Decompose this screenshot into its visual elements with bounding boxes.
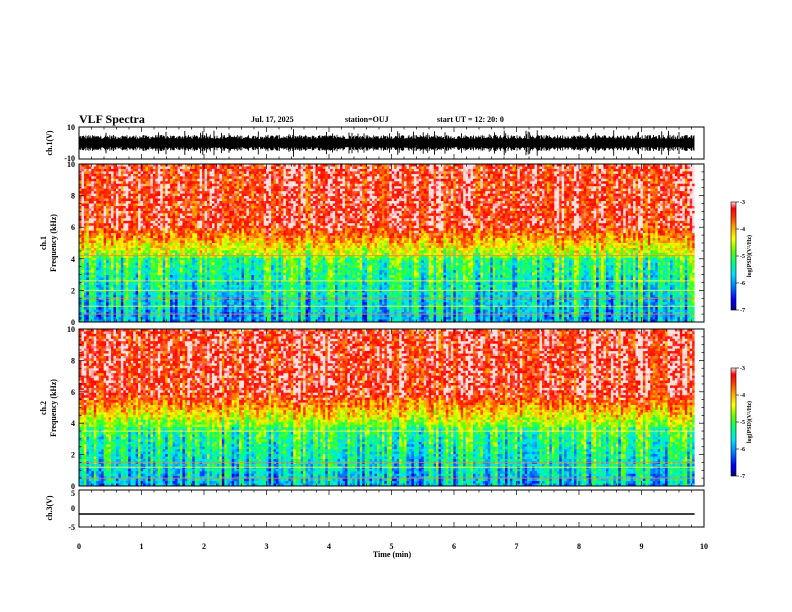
ch2-spectrogram-image (79, 329, 704, 487)
time-axis-label: Time (min) (373, 550, 412, 559)
time-tick-label: 2 (202, 542, 206, 551)
ch1-spectrogram-image (79, 164, 704, 323)
header-station: station=OUJ (345, 115, 389, 124)
time-tick-label: 7 (515, 542, 519, 551)
colorbar-tick-label: -6 (740, 447, 745, 453)
time-tick-label: 1 (140, 542, 144, 551)
ch2-colorbar-ticks: -3 -4 -5 -6 -7 (736, 366, 745, 480)
time-tick-label: 0 (77, 542, 81, 551)
spectrogram-ytick-label: 2 (71, 286, 75, 295)
ch1-colorbar-gradient (730, 201, 737, 311)
ch1-waveform-panel: 10 -10 ch.1(V) (45, 123, 705, 163)
ch1-waveform-trace (78, 129, 695, 157)
ch1-spectrogram-ytick-labels: 0 2 4 6 8 10 (67, 160, 75, 327)
ch1-waveform-ylabel: ch.1(V) (45, 130, 54, 155)
colorbar-tick-label: -7 (740, 308, 745, 314)
ch1-colorbar: -3 -4 -5 -6 -7 log(PSD)(V²/Hz) (730, 200, 753, 314)
ch1-spectrogram-ylabel-channel: ch.1 (39, 236, 48, 250)
spectrogram-ytick-label: 0 (71, 318, 75, 327)
colorbar-tick-label: -3 (740, 366, 745, 372)
ch1-spectrogram-ticks (78, 163, 705, 323)
ch3-ytick-neg5: -5 (68, 523, 75, 532)
spectrogram-ytick-label: 6 (71, 388, 75, 397)
colorbar-tick-label: -3 (740, 200, 745, 206)
ch1-waveform-envelope (78, 129, 695, 157)
spectrogram-ytick-label: 10 (67, 325, 75, 334)
ch1-waveform-ticks (78, 127, 705, 159)
colorbar-tick-label: -6 (740, 281, 745, 287)
ch1-colorbar-label: log(PSD)(V²/Hz) (746, 235, 753, 277)
ch3-waveform-panel: 5 0 -5 ch.3(V) (45, 489, 705, 532)
colorbar-tick-label: -4 (740, 393, 745, 399)
ch2-colorbar: -3 -4 -5 -6 -7 log(PSD)(V²/Hz) (730, 366, 753, 480)
spectrogram-ytick-label: 8 (71, 192, 75, 201)
ch3-ytick-5: 5 (71, 489, 75, 498)
colorbar-tick-label: -5 (740, 254, 745, 260)
time-tick-label: 9 (640, 542, 644, 551)
time-tick-label: 5 (390, 542, 394, 551)
ch3-waveform-frame (78, 489, 705, 528)
colorbar-tick-label: -4 (740, 227, 745, 233)
time-axis-tick-labels: 0 1 2 3 4 5 6 7 8 9 10 (77, 542, 708, 551)
ch1-colorbar-ticks: -3 -4 -5 -6 -7 (736, 200, 745, 314)
colorbar-tick-label: -7 (740, 474, 745, 480)
figure-title: VLF Spectra (79, 112, 145, 126)
spectrogram-ytick-label: 0 (71, 482, 75, 491)
time-tick-label: 3 (265, 542, 269, 551)
ch2-colorbar-gradient (730, 367, 737, 477)
ch3-waveform-ylabel: ch.3(V) (45, 495, 54, 520)
spectrogram-ytick-label: 2 (71, 451, 75, 460)
time-tick-label: 10 (700, 542, 708, 551)
ch2-spectrogram-panel: 0 2 4 6 8 10 ch.2 Frequency (kHz) (39, 325, 705, 491)
ch2-spectrogram-ytick-labels: 0 2 4 6 8 10 (67, 325, 75, 491)
ch2-spectrogram-ticks (78, 328, 705, 487)
colorbar-tick-label: -5 (740, 420, 745, 426)
ch1-ytick-neg10: -10 (64, 154, 75, 163)
ch2-colorbar-label: log(PSD)(V²/Hz) (746, 401, 753, 443)
header-date: Jul. 17, 2025 (251, 115, 294, 124)
time-tick-label: 4 (327, 542, 331, 551)
spectrogram-ytick-label: 6 (71, 223, 75, 232)
ch1-spectrogram-ylabel-freq: Frequency (kHz) (49, 214, 58, 272)
ch3-waveform-ticks (78, 490, 705, 527)
spectrogram-ytick-label: 10 (67, 160, 75, 169)
spectrogram-ytick-label: 4 (71, 255, 75, 264)
ch1-ytick-10: 10 (67, 123, 75, 132)
time-tick-label: 6 (452, 542, 456, 551)
ch3-ytick-0: 0 (71, 504, 75, 513)
ch2-spectrogram-ylabel-freq: Frequency (kHz) (49, 379, 58, 437)
spectrogram-ytick-label: 8 (71, 356, 75, 365)
time-tick-label: 8 (577, 542, 581, 551)
ch1-spectrogram-panel: 0 2 4 6 8 10 ch.1 Frequency (kHz) (39, 160, 705, 327)
spectrogram-ytick-label: 4 (71, 419, 75, 428)
ch2-spectrogram-ylabel-channel: ch.2 (39, 401, 48, 415)
header-start-time: start UT = 12: 20: 0 (437, 115, 504, 124)
